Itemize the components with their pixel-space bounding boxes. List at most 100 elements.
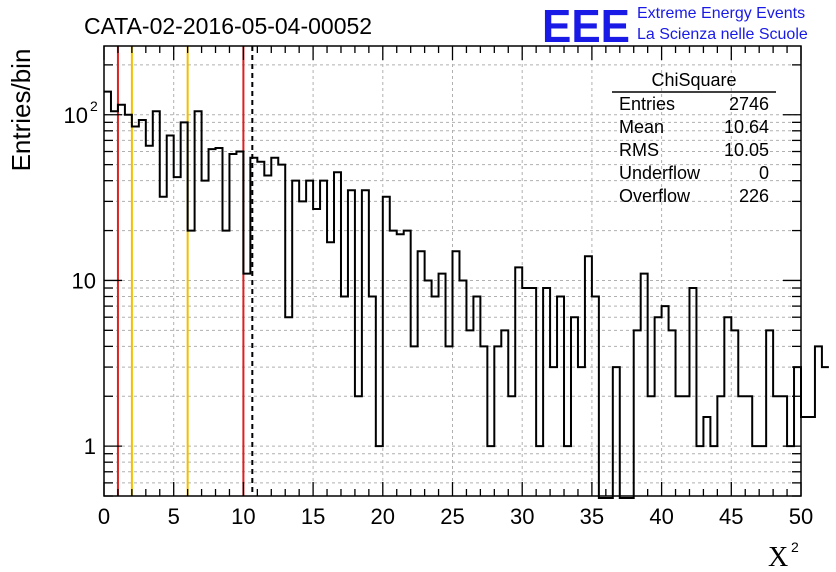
histogram-bin [564,446,571,496]
histogram-bin [264,175,271,496]
histogram-bin [794,367,801,496]
histogram-bin [271,158,278,496]
histogram-bin [536,446,543,496]
histogram-bin [341,296,348,496]
histogram-bin [585,256,592,496]
y-tick-label-exponent: 2 [90,98,98,114]
histogram-bin [550,367,557,496]
x-tick-label: 50 [789,504,813,529]
histogram-bin [432,296,439,496]
histogram-bin [459,280,466,496]
x-tick-label: 0 [98,504,110,529]
y-tick-label: 1 [84,434,96,459]
x-tick-label: 35 [580,504,604,529]
histogram-outline [104,90,829,499]
histogram-bin [229,154,236,496]
x-axis-label: X 2 [768,539,799,572]
histogram-bin [397,234,404,496]
histogram-bin [306,181,313,496]
histogram-bin [139,120,146,496]
histogram-bin [439,274,446,496]
histogram-bin [676,396,683,496]
histogram-bin [508,396,515,496]
histogram-bin [473,296,480,496]
histogram-bin [480,346,487,496]
histogram-bin [111,111,118,496]
histogram-bin [334,172,341,496]
histogram-bin [285,317,292,496]
histogram-bin [222,231,229,496]
histogram-bin [717,396,724,496]
stats-row-label: Entries [619,94,675,114]
histogram-bin [376,446,383,496]
histogram-bin [766,330,773,496]
histogram-bin [515,267,522,496]
histogram-bin [167,135,174,496]
histogram-bin [634,330,641,496]
eee-logo-text: EEE [542,0,630,52]
histogram-bin [181,122,188,496]
stats-row-label: Overflow [619,186,691,206]
histogram-bin [696,446,703,496]
eee-logo: EEE Extreme Energy Events La Scienza nel… [542,0,808,52]
histogram-bin [320,181,327,496]
stats-row-label: Mean [619,117,664,137]
histogram-bin [209,149,216,496]
histogram-bin [313,209,320,496]
x-tick-label: 15 [301,504,325,529]
eee-logo-line-1: Extreme Energy Events [637,5,805,22]
y-axis-label: Entries/bin [6,49,36,172]
histogram-bin [731,330,738,496]
stats-row-label: Underflow [619,163,701,183]
eee-logo-line-2: La Scienza nelle Scuole [637,26,808,43]
histogram-bin [188,231,195,496]
histogram-bin [759,446,766,496]
histogram-bin [125,115,132,496]
histogram-bin [118,105,125,496]
stats-row-value: 2746 [729,94,769,114]
axis-ticks [103,46,802,497]
histogram-bin [752,446,759,496]
histogram-bin [641,274,648,496]
x-tick-label: 40 [649,504,673,529]
stats-row-value: 10.64 [724,117,769,137]
histogram-bin [257,162,264,496]
histogram-bin [522,288,529,496]
stats-row-value: 226 [739,186,769,206]
histogram-bin [250,158,257,496]
histogram-bin [815,346,822,496]
histogram-bin [369,296,376,496]
histogram-bin [487,446,494,496]
histogram-bin [195,111,202,496]
histogram-bin [216,148,223,496]
histogram-bin [132,126,139,496]
histogram-bin [292,181,299,496]
histogram-bin [738,396,745,496]
histogram-bin [146,146,153,496]
histogram-bin [278,165,285,496]
stats-title: ChiSquare [651,70,736,90]
histogram-bin [174,177,181,496]
stats-row-value: 10.05 [724,140,769,160]
histogram-bin [418,251,425,496]
histogram-bin [773,396,780,496]
histogram-bin [390,231,397,496]
histogram-bin [801,417,808,496]
histogram-bin [153,111,160,496]
histogram-bin [383,197,390,496]
histogram-bin [299,201,306,496]
stats-row-label: RMS [619,140,659,160]
histogram-bin [571,317,578,496]
x-tick-label: 30 [510,504,534,529]
histogram-bin [362,190,369,496]
x-tick-label: 45 [719,504,743,529]
x-tick-label: 20 [371,504,395,529]
y-tick-label: 10 [64,103,88,128]
histogram-bin [669,330,676,496]
histogram-bin [648,396,655,496]
histogram-bin [543,288,550,496]
x-tick-label: 10 [231,504,255,529]
y-tick-label: 10 [72,268,96,293]
histogram-bin [822,367,829,496]
